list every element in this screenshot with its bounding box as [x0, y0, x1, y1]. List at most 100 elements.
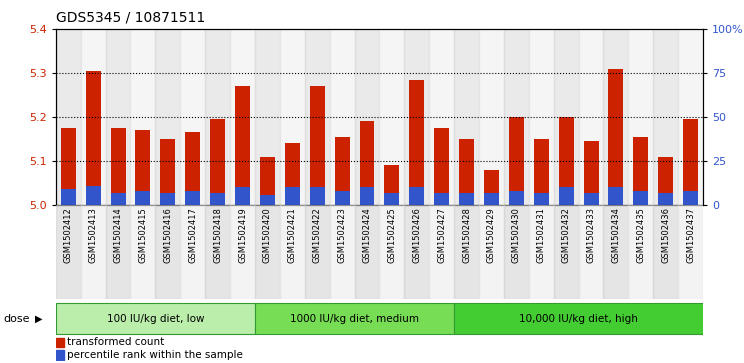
Bar: [679, 205, 703, 299]
Text: GSM1502425: GSM1502425: [388, 207, 397, 263]
Bar: [205, 205, 230, 299]
Bar: [509, 117, 524, 205]
Bar: [330, 29, 355, 205]
Bar: [56, 29, 80, 205]
Text: GSM1502433: GSM1502433: [586, 207, 595, 263]
Bar: [629, 29, 653, 205]
Bar: [355, 205, 379, 299]
Bar: [429, 205, 454, 299]
Bar: [454, 205, 479, 299]
Bar: [633, 137, 648, 205]
Bar: [135, 130, 150, 205]
Bar: [130, 29, 155, 205]
Text: GSM1502428: GSM1502428: [462, 207, 471, 263]
Bar: [409, 79, 424, 205]
Bar: [285, 188, 300, 205]
Text: GSM1502429: GSM1502429: [487, 207, 496, 263]
Bar: [56, 338, 64, 347]
Bar: [285, 143, 300, 205]
Bar: [180, 205, 205, 299]
Text: GSM1502423: GSM1502423: [338, 207, 347, 263]
Bar: [106, 29, 130, 205]
Text: GSM1502424: GSM1502424: [362, 207, 371, 263]
Bar: [56, 350, 64, 360]
Text: GSM1502426: GSM1502426: [412, 207, 421, 263]
Bar: [683, 191, 698, 205]
Text: GSM1502416: GSM1502416: [164, 207, 173, 263]
Bar: [603, 205, 629, 299]
Bar: [379, 205, 404, 299]
Bar: [385, 166, 400, 205]
Bar: [454, 303, 703, 334]
Bar: [633, 191, 648, 205]
Text: GSM1502420: GSM1502420: [263, 207, 272, 263]
Bar: [310, 188, 324, 205]
Text: GSM1502427: GSM1502427: [437, 207, 446, 263]
Bar: [235, 188, 250, 205]
Bar: [210, 119, 225, 205]
Bar: [185, 132, 200, 205]
Bar: [335, 137, 350, 205]
Bar: [56, 205, 80, 299]
Bar: [161, 139, 176, 205]
Bar: [653, 29, 679, 205]
Bar: [679, 29, 703, 205]
Bar: [434, 128, 449, 205]
Bar: [280, 29, 305, 205]
Bar: [609, 188, 623, 205]
Text: percentile rank within the sample: percentile rank within the sample: [67, 350, 243, 360]
Bar: [404, 205, 429, 299]
Bar: [155, 205, 180, 299]
Text: dose: dose: [4, 314, 31, 323]
Text: GSM1502431: GSM1502431: [536, 207, 546, 263]
Bar: [554, 29, 579, 205]
Text: GSM1502422: GSM1502422: [312, 207, 321, 263]
Bar: [533, 193, 549, 205]
Bar: [629, 205, 653, 299]
Bar: [359, 122, 374, 205]
Bar: [255, 205, 280, 299]
Text: GSM1502436: GSM1502436: [661, 207, 670, 263]
Bar: [459, 139, 474, 205]
Text: 1000 IU/kg diet, medium: 1000 IU/kg diet, medium: [290, 314, 419, 323]
Bar: [504, 29, 529, 205]
Bar: [459, 193, 474, 205]
Bar: [255, 303, 454, 334]
Bar: [61, 128, 76, 205]
Bar: [280, 205, 305, 299]
Text: GSM1502434: GSM1502434: [612, 207, 620, 263]
Text: GSM1502412: GSM1502412: [64, 207, 73, 263]
Bar: [305, 29, 330, 205]
Bar: [230, 205, 255, 299]
Text: GSM1502415: GSM1502415: [138, 207, 147, 263]
Text: GSM1502421: GSM1502421: [288, 207, 297, 263]
Bar: [583, 193, 598, 205]
Bar: [106, 205, 130, 299]
Bar: [583, 141, 598, 205]
Bar: [86, 186, 100, 205]
Bar: [355, 29, 379, 205]
Bar: [533, 139, 549, 205]
Bar: [603, 29, 629, 205]
Bar: [653, 205, 679, 299]
Bar: [379, 29, 404, 205]
Bar: [111, 193, 126, 205]
Bar: [205, 29, 230, 205]
Text: GSM1502437: GSM1502437: [686, 207, 695, 263]
Text: GSM1502417: GSM1502417: [188, 207, 197, 263]
Bar: [529, 205, 554, 299]
Bar: [484, 170, 499, 205]
Bar: [235, 86, 250, 205]
Bar: [260, 157, 275, 205]
Bar: [579, 205, 603, 299]
Bar: [161, 193, 176, 205]
Text: GDS5345 / 10871511: GDS5345 / 10871511: [56, 11, 205, 25]
Text: ▶: ▶: [35, 314, 42, 323]
Bar: [434, 193, 449, 205]
Text: transformed count: transformed count: [67, 337, 164, 347]
Bar: [56, 303, 255, 334]
Bar: [559, 117, 574, 205]
Bar: [404, 29, 429, 205]
Bar: [609, 69, 623, 205]
Bar: [658, 157, 673, 205]
